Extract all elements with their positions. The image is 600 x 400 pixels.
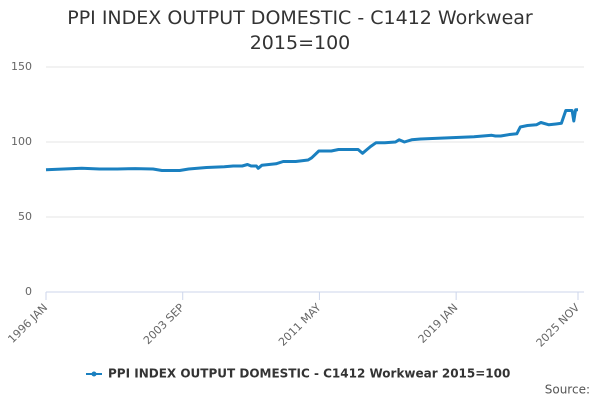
x-tick-label: 2011 MAY: [276, 301, 324, 349]
y-tick-label: 50: [18, 210, 32, 223]
y-tick-label: 150: [11, 60, 32, 73]
legend-label: PPI INDEX OUTPUT DOMESTIC - C1412 Workwe…: [108, 367, 510, 381]
chart-title: PPI INDEX OUTPUT DOMESTIC - C1412 Workwe…: [67, 7, 533, 54]
y-tick-label: 0: [25, 285, 32, 298]
x-tick-label: 1996 JAN: [5, 301, 50, 346]
x-tick-label: 2025 NOV: [534, 301, 583, 350]
x-tick-label: 2003 SEP: [141, 301, 187, 347]
series-line: [45, 108, 578, 172]
y-tick-label: 100: [11, 135, 32, 148]
source: Source:: [545, 383, 590, 397]
x-tick-label: 2019 JAN: [416, 301, 461, 346]
legend-marker: [91, 371, 97, 377]
